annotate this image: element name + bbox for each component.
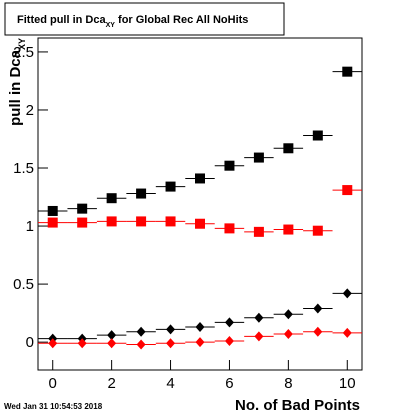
marker [224,160,235,171]
marker [313,326,323,337]
marker [136,216,147,227]
x-axis-title: No. of Bad Points [235,397,360,414]
x-tick-label: 6 [225,375,233,392]
x-tick-label: 0 [49,375,57,392]
marker [107,338,117,349]
title-rest: for Global Rec All NoHits [115,14,248,26]
marker [342,288,352,299]
marker [195,218,205,229]
marker [136,326,146,337]
y-label-main: pull in Dca [7,49,24,126]
marker [166,324,176,335]
marker [253,152,264,163]
y-tick-label: 1.5 [13,160,34,177]
marker [224,335,234,346]
marker [342,327,352,338]
title-main: Fitted pull in Dca [17,14,106,26]
y-tick-label: 0 [26,334,34,351]
marker [107,330,117,341]
marker [224,223,235,234]
marker [195,337,205,348]
marker [106,216,117,227]
timestamp: Wed Jan 31 10:54:53 2018 [4,402,103,411]
marker [136,339,146,350]
marker [283,143,294,154]
marker [253,226,264,237]
marker [165,181,176,192]
plot-frame [37,37,363,371]
marker [342,185,353,196]
marker [47,205,58,216]
y-axis-title: pull in DcaXY [7,38,27,126]
marker [283,329,293,340]
marker [283,309,293,320]
y-tick-label: 2.5 [13,44,34,61]
x-tick-label: 10 [339,375,356,392]
marker [254,331,264,342]
marker [254,312,264,323]
marker [195,173,205,184]
marker [342,66,353,77]
chart-title: Fitted pull in DcaXY for Global Rec All … [17,14,248,29]
marker [313,303,323,314]
y-tick-label: 0.5 [13,276,34,293]
y-label-sub: XY [17,38,27,50]
marker [166,338,176,349]
title-box [4,2,285,36]
y-tick-label: 1 [26,218,34,235]
y-tick-label: 2 [26,102,34,119]
marker [77,217,88,228]
marker [77,203,88,214]
x-tick-label: 8 [284,375,292,392]
title-sub: XY [106,22,116,29]
marker [224,317,234,328]
marker [312,130,323,141]
marker [48,338,58,349]
marker [106,193,117,204]
marker [165,216,176,227]
marker [283,224,294,235]
marker [195,322,205,333]
marker [136,188,147,199]
x-tick-label: 4 [166,375,174,392]
marker [77,338,87,349]
marker [47,217,58,228]
x-tick-label: 2 [107,375,115,392]
marker [312,225,323,236]
